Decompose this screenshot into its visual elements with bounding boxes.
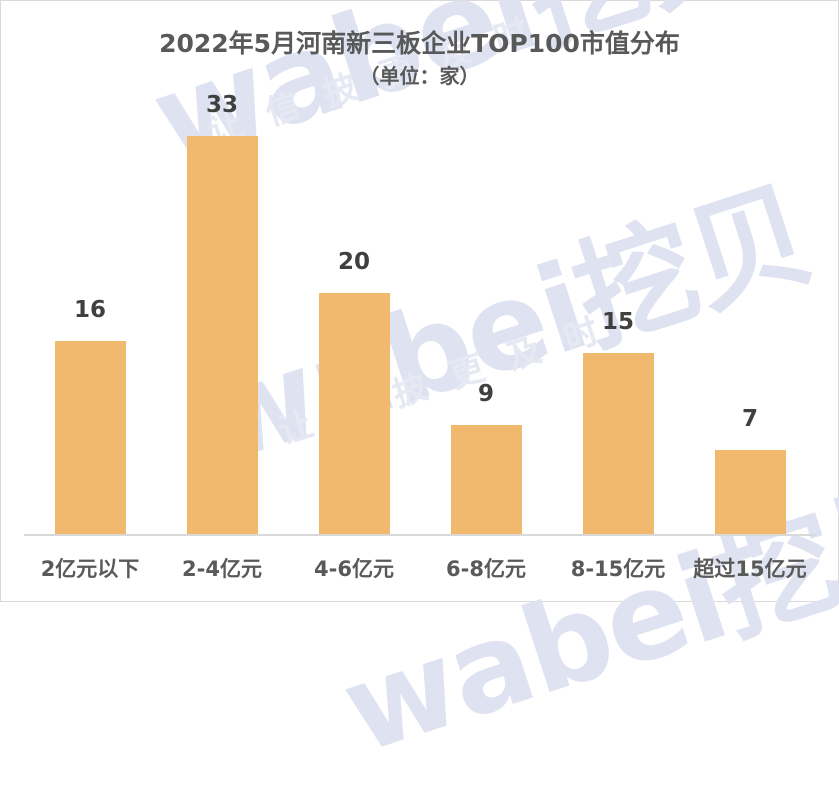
category-label: 6-8亿元	[446, 557, 526, 581]
category-label: 超过15亿元	[693, 557, 807, 581]
data-label: 7	[741, 405, 758, 432]
chart-subtitle: （单位：家）	[359, 64, 480, 88]
data-label: 20	[337, 248, 370, 275]
bar	[714, 449, 786, 534]
bar	[54, 341, 126, 534]
data-label: 15	[601, 309, 634, 336]
chart-title: 2022年5月河南新三板企业TOP100市值分布	[159, 29, 680, 58]
plot-area	[24, 100, 816, 534]
chart-frame	[0, 0, 839, 602]
category-label: 2亿元以下	[40, 557, 140, 581]
bar	[582, 353, 654, 534]
data-label: 16	[73, 297, 106, 324]
x-axis-line	[24, 534, 816, 536]
category-label: 8-15亿元	[570, 557, 666, 581]
category-label: 2-4亿元	[182, 557, 262, 581]
data-label: 33	[205, 92, 238, 119]
bar	[186, 136, 258, 534]
category-label: 4-6亿元	[314, 557, 394, 581]
bar	[318, 292, 390, 534]
bar	[450, 425, 522, 534]
data-label: 9	[477, 381, 494, 408]
